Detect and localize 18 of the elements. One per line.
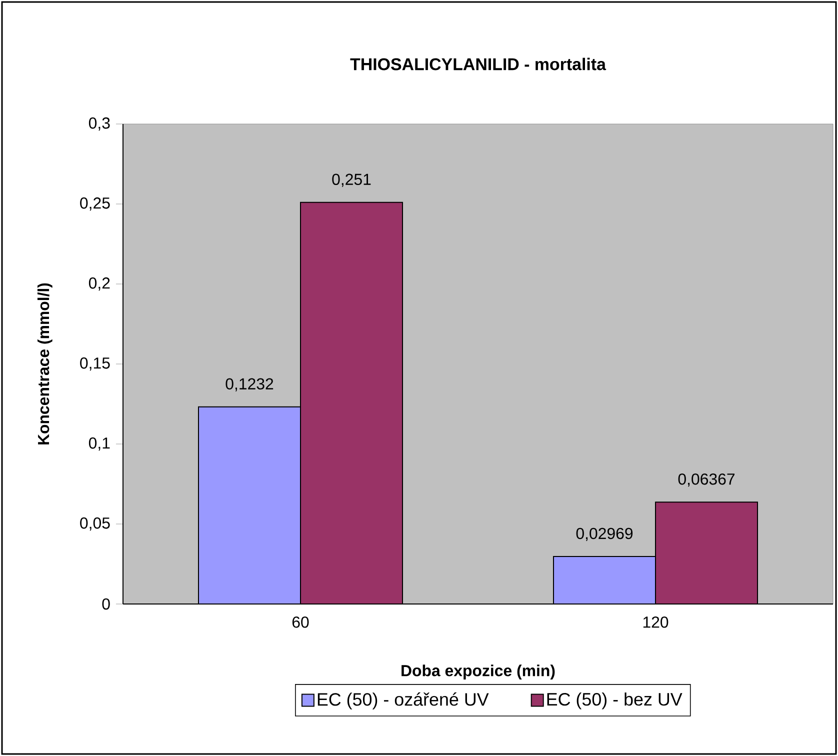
x-tick-label: 60 (292, 616, 309, 628)
data-label: 0,02969 (576, 528, 633, 541)
legend-label: EC (50) - ozářené UV (318, 692, 489, 710)
x-tick-label: 120 (643, 616, 668, 628)
y-tick-label: 0,05 (80, 517, 110, 531)
chart-title: THIOSALICYLANILID - mortalita (350, 58, 606, 70)
y-tick-label: 0,3 (88, 117, 110, 131)
y-tick-label: 0,1 (88, 437, 110, 451)
y-axis-title: Koncentrace (mmol/l) (37, 283, 52, 444)
y-tick-label: 0,15 (80, 357, 110, 371)
data-label: 0,251 (332, 174, 371, 187)
y-tick-label: 0,25 (80, 197, 110, 211)
legend-label: EC (50) - bez UV (547, 692, 682, 710)
data-label: 0,06367 (678, 473, 735, 487)
data-label: 0,1232 (226, 378, 274, 392)
y-tick-label: 0 (102, 598, 110, 610)
x-axis-title: Doba expozice (min) (402, 664, 555, 680)
y-tick-label: 0,2 (88, 277, 110, 291)
